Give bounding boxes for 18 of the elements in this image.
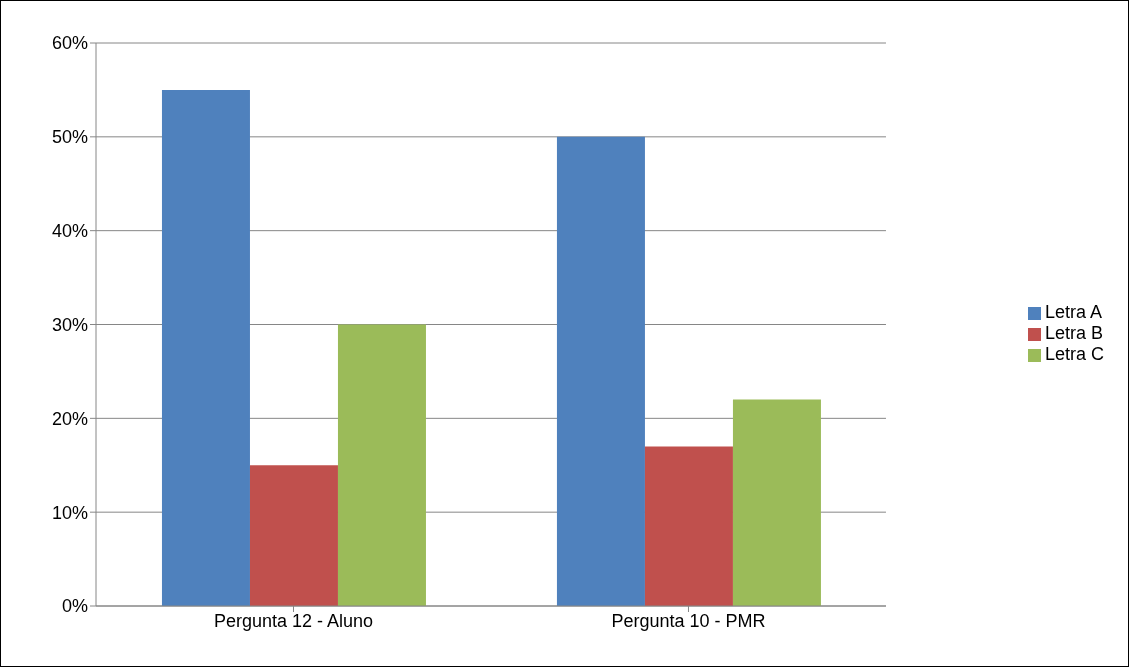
legend-label: Letra C	[1044, 344, 1104, 364]
bar	[556, 136, 645, 606]
y-tick-label: 20%	[51, 408, 88, 429]
bar	[161, 89, 250, 606]
y-tick-label: 10%	[51, 502, 88, 523]
bar	[337, 324, 426, 606]
x-tick-label: Pergunta 10 - PMR	[611, 610, 766, 631]
y-tick-label: 50%	[51, 127, 88, 148]
legend-label: Letra A	[1044, 302, 1103, 322]
legend-label: Letra B	[1044, 323, 1104, 343]
bar	[644, 446, 733, 606]
bar	[249, 465, 338, 606]
x-tick-label: Pergunta 12 - Aluno	[213, 610, 374, 631]
y-tick-label: 0%	[61, 596, 88, 617]
y-tick-label: 40%	[51, 221, 88, 242]
y-tick-label: 30%	[51, 314, 88, 335]
bar	[732, 399, 821, 606]
y-tick-label: 60%	[51, 33, 88, 54]
